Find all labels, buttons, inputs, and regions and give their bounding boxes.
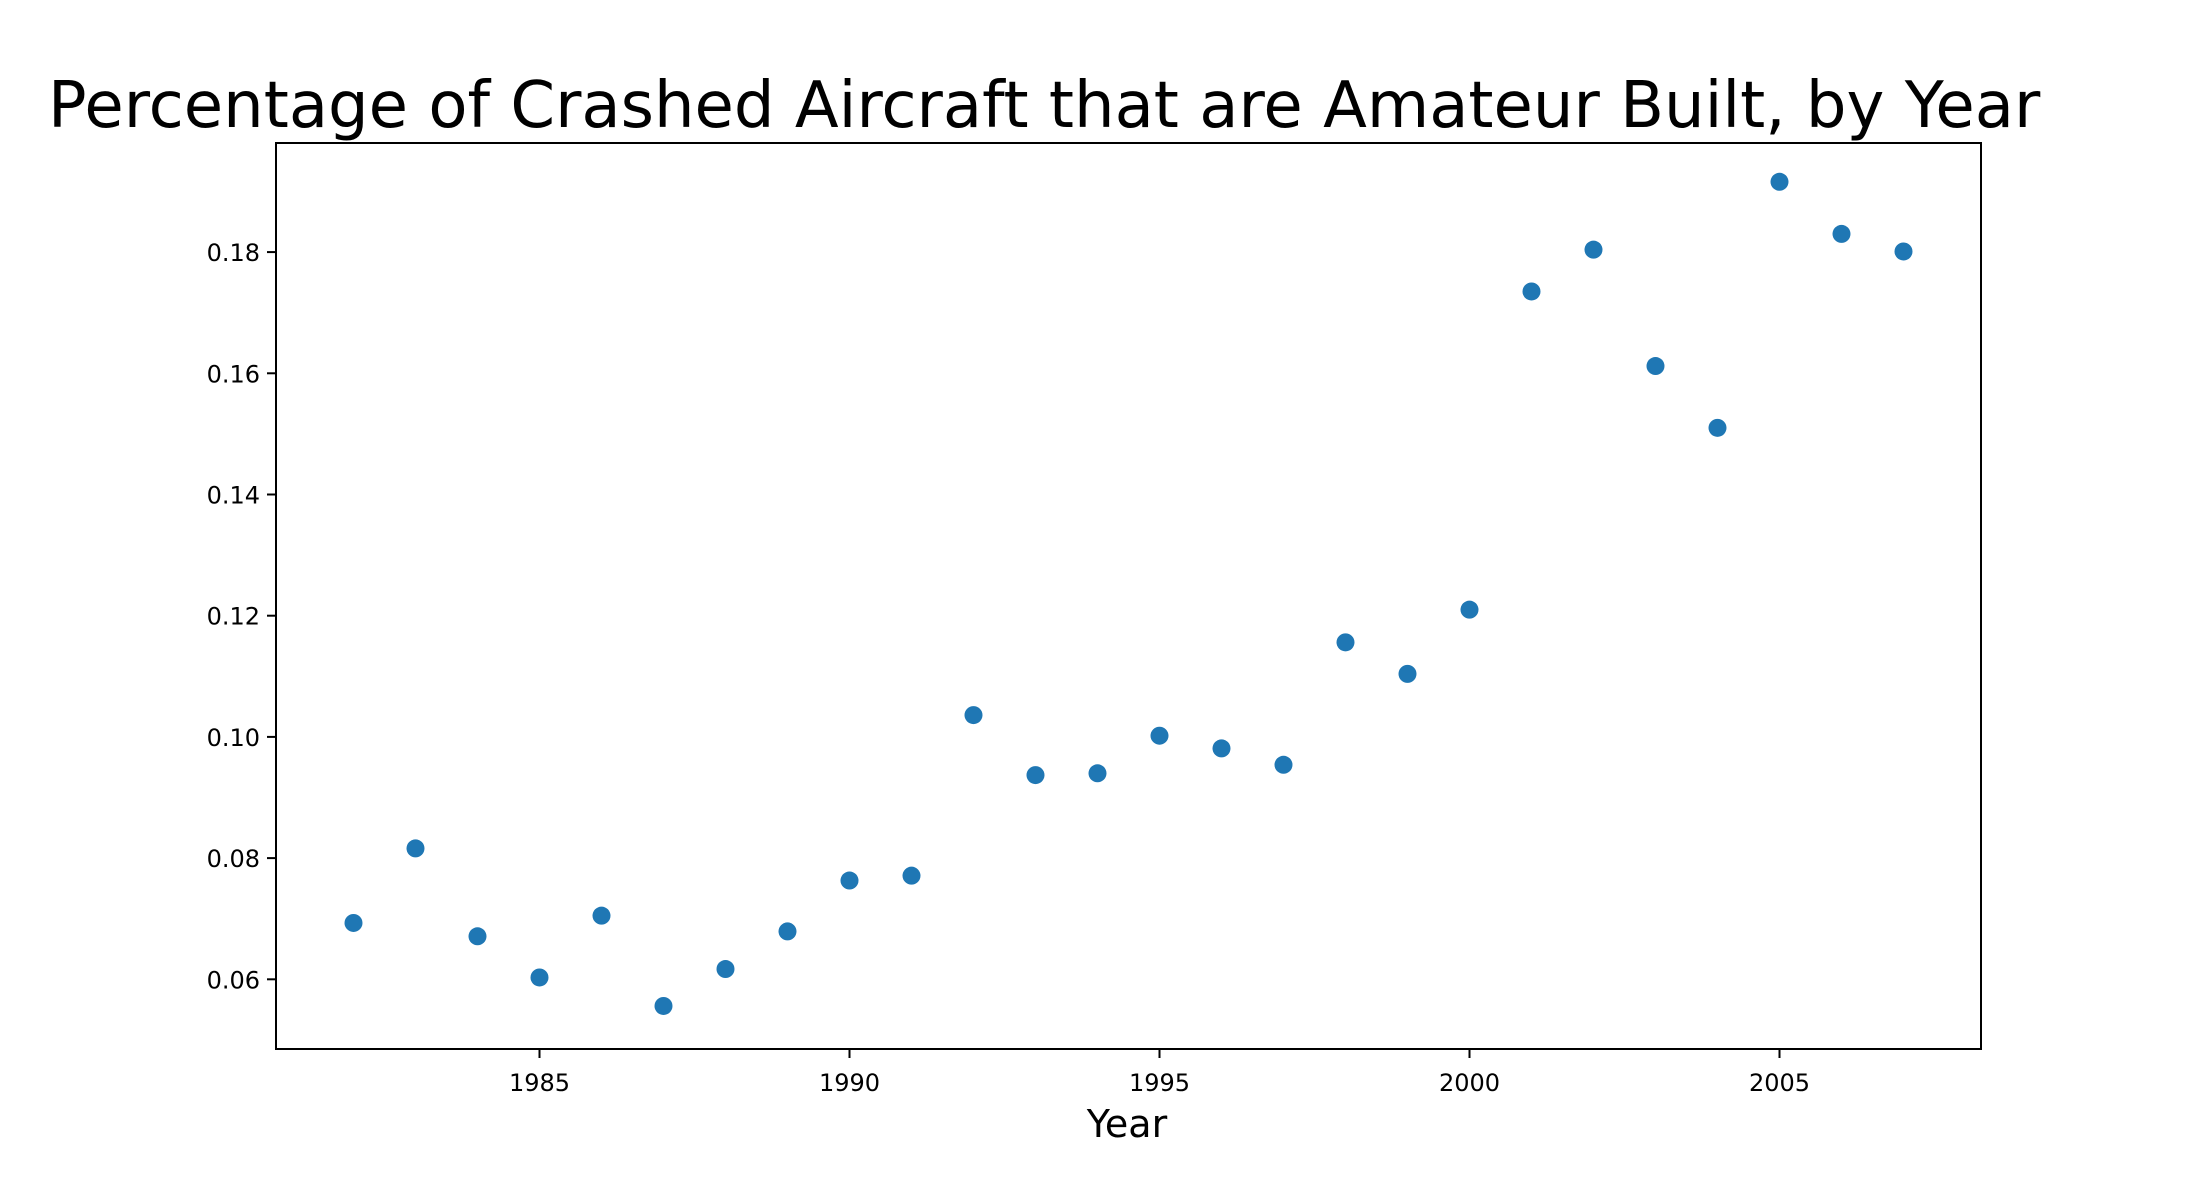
y-tick-label: 0.10 (207, 724, 260, 752)
data-point (530, 968, 549, 987)
data-point (1894, 242, 1913, 261)
x-tick-label: 2000 (1439, 1069, 1500, 1097)
x-tick-label: 1985 (509, 1069, 570, 1097)
data-point (716, 960, 735, 979)
data-point (1026, 766, 1045, 785)
data-point (1150, 726, 1169, 745)
y-tick-label: 0.18 (207, 239, 260, 267)
data-point (1088, 764, 1107, 783)
data-point (1398, 664, 1417, 683)
scatter-points (344, 172, 1913, 1015)
data-point (1584, 240, 1603, 259)
data-point (592, 906, 611, 925)
y-tick-label: 0.16 (207, 360, 260, 388)
data-point (1212, 739, 1231, 758)
x-axis-label: Year (1086, 1102, 1168, 1146)
data-point (1274, 755, 1293, 774)
y-tick-label: 0.14 (207, 481, 260, 509)
y-tick-label: 0.12 (207, 603, 260, 631)
x-tick-label: 1995 (1129, 1069, 1190, 1097)
data-point (344, 913, 363, 932)
data-point (406, 839, 425, 858)
data-point (1832, 224, 1851, 243)
data-point (778, 922, 797, 941)
plot-frame (275, 142, 1982, 1050)
y-tick-label: 0.06 (207, 966, 260, 994)
plot-area: 1985 1990 1995 2000 2005 0.06 0.08 0.10 0.12 0.1… (207, 142, 1982, 1097)
data-point (468, 927, 487, 946)
data-point (1522, 282, 1541, 301)
chart-title: Percentage of Crashed Aircraft that are … (48, 69, 2041, 143)
data-point (654, 996, 673, 1015)
data-point (1708, 418, 1727, 437)
data-point (1336, 633, 1355, 652)
y-tick-label: 0.08 (207, 845, 260, 873)
x-tick-label: 2005 (1749, 1069, 1810, 1097)
data-point (1770, 172, 1789, 191)
data-point (1646, 357, 1665, 376)
x-tick-label: 1990 (819, 1069, 880, 1097)
y-axis: 0.06 0.08 0.10 0.12 0.14 0.16 0.18 (207, 239, 276, 994)
data-point (840, 871, 859, 890)
x-axis: 1985 1990 1995 2000 2005 (509, 1049, 1810, 1097)
data-point (964, 706, 983, 725)
data-point (1460, 600, 1479, 619)
data-point (902, 866, 921, 885)
